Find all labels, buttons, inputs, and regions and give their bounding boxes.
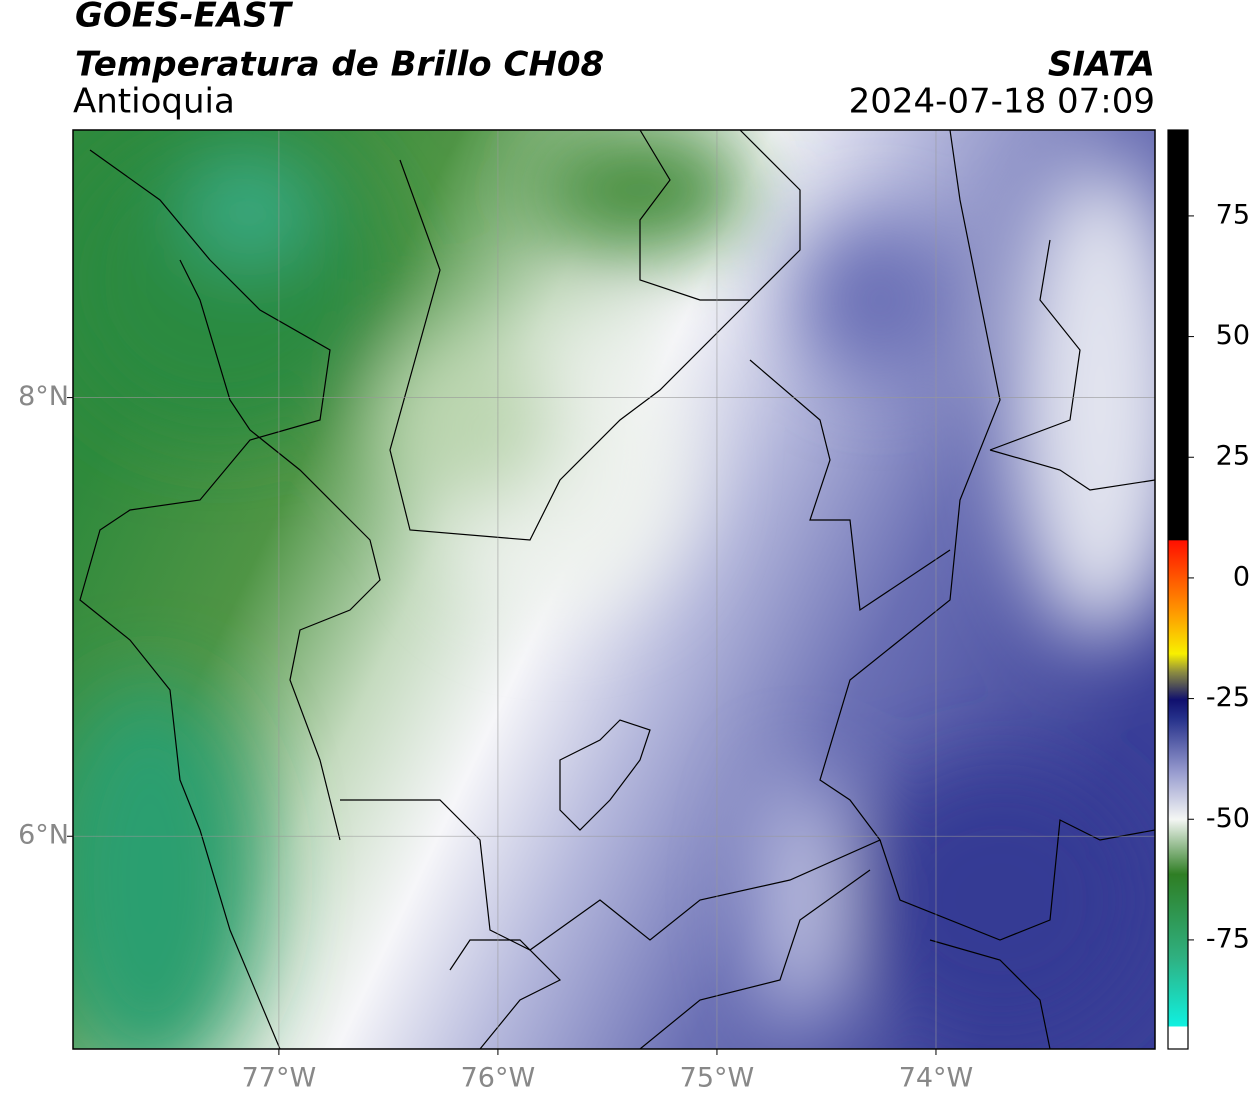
region: Antioquia — [73, 82, 235, 122]
x-tick-label: 77°W — [242, 1063, 317, 1094]
product-title: Temperatura de Brillo CH08 — [75, 45, 604, 85]
map-image — [73, 130, 1155, 1049]
colorbar — [1167, 129, 1189, 1050]
colorbar-tick-label: 50 — [1216, 320, 1250, 351]
colorbar-tick-label: -50 — [1206, 803, 1250, 834]
colorbar-tick-label: 75 — [1216, 199, 1250, 230]
datetime: 2024-07-18 07:09 — [849, 82, 1155, 122]
colorbar-tick-label: 25 — [1216, 441, 1250, 472]
agency: SIATA — [1048, 45, 1155, 85]
colorbar-tick-label: -25 — [1206, 682, 1250, 713]
graticule — [73, 130, 1155, 1049]
x-tick-label: 75°W — [680, 1063, 755, 1094]
colorbar-tick-label: -75 — [1206, 923, 1250, 954]
satellite-title: GOES-EAST — [75, 0, 294, 36]
x-tick-label: 74°W — [899, 1063, 974, 1094]
y-tick-label: 6°N — [18, 820, 69, 851]
x-tick-label: 76°W — [461, 1063, 536, 1094]
map-frame — [72, 129, 1156, 1050]
y-tick-label: 8°N — [18, 381, 69, 412]
colorbar-tick-label: 0 — [1233, 561, 1250, 592]
